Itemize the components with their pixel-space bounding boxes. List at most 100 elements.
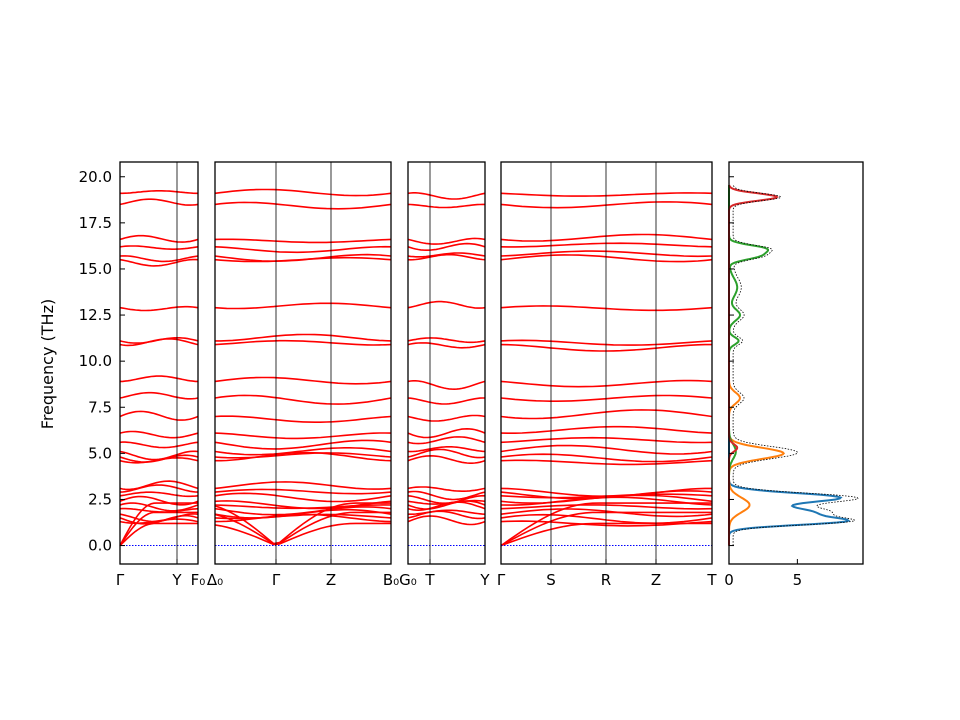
y-tick-label: 0.0 xyxy=(88,537,112,555)
band-line xyxy=(214,302,392,310)
band-line xyxy=(500,250,713,258)
y-tick-label: 17.5 xyxy=(79,214,112,232)
band-line xyxy=(500,504,713,510)
band-line xyxy=(214,488,392,495)
panel-frame xyxy=(407,161,486,565)
band-line xyxy=(214,415,392,423)
band-line xyxy=(407,300,486,309)
band-line xyxy=(407,448,486,459)
band-line xyxy=(119,391,199,400)
band-line xyxy=(119,484,199,493)
band-line xyxy=(119,338,199,347)
band-line xyxy=(214,188,392,197)
band-line xyxy=(214,339,392,346)
band-line xyxy=(407,203,485,209)
band-line xyxy=(500,522,712,547)
band-line xyxy=(407,500,486,510)
band-line xyxy=(120,375,198,383)
band-line xyxy=(119,430,199,439)
band-line xyxy=(214,238,392,244)
band-line xyxy=(119,456,199,464)
band-line xyxy=(500,242,713,248)
band-panel-1: Γ Y F₀ xyxy=(116,161,206,589)
band-line xyxy=(407,436,486,445)
band-line xyxy=(500,444,713,455)
band-line xyxy=(407,446,486,453)
band-line xyxy=(407,454,486,464)
y-tick-label: 15.0 xyxy=(79,260,112,278)
band-line xyxy=(214,201,392,210)
x-tick-label: B₀ xyxy=(383,571,399,589)
band-line xyxy=(407,501,486,512)
dos-series-3 xyxy=(728,185,769,546)
band-line xyxy=(214,432,392,440)
band-line xyxy=(214,245,392,254)
dos-x-tick-label: 0 xyxy=(724,571,734,589)
x-tick-label: T xyxy=(706,571,717,589)
band-line xyxy=(215,451,392,462)
band-line xyxy=(500,453,713,463)
band-line xyxy=(500,409,713,420)
band-line xyxy=(407,486,486,492)
band-line xyxy=(214,256,392,263)
band-line xyxy=(500,508,713,518)
band-line xyxy=(119,255,199,263)
band-line xyxy=(119,198,199,206)
y-tick-label: 10.0 xyxy=(79,352,112,370)
x-tick-label: Γ xyxy=(497,571,506,589)
band-line xyxy=(500,233,713,242)
band-line xyxy=(214,511,391,545)
dos-series-1 xyxy=(728,185,851,546)
band-line xyxy=(407,397,485,405)
x-tick-label: Y xyxy=(171,571,182,589)
band-line xyxy=(407,192,486,200)
band-line xyxy=(407,380,486,391)
band-line xyxy=(119,441,199,449)
dos-frame xyxy=(728,161,864,565)
band-line xyxy=(119,502,199,512)
x-tick-label: Δ₀ xyxy=(207,571,223,589)
band-line xyxy=(500,201,713,209)
band-line xyxy=(214,492,392,503)
x-tick-label: Y xyxy=(479,571,490,589)
band-line xyxy=(408,509,486,515)
x-tick-label: F₀ xyxy=(191,571,206,589)
y-tick-label: 7.5 xyxy=(88,398,112,416)
y-axis: 0.0 2.5 5.0 7.5 10.0 12.5 15.0 17.5 20.0 xyxy=(79,168,125,555)
band-line xyxy=(119,410,199,421)
band-line xyxy=(214,502,391,545)
band-line xyxy=(119,305,199,312)
band-line xyxy=(500,425,713,434)
y-tick-label: 2.5 xyxy=(88,490,112,508)
band-line xyxy=(214,522,391,546)
band-line xyxy=(214,481,392,490)
band-line xyxy=(500,496,713,506)
panel-frame xyxy=(119,161,199,565)
band-line xyxy=(500,459,713,466)
band-line xyxy=(407,515,486,526)
band-line xyxy=(214,439,392,450)
band-line xyxy=(500,254,713,263)
band-line xyxy=(214,447,392,456)
band-line xyxy=(214,452,392,459)
band-line xyxy=(500,502,712,547)
x-tick-label: G₀ xyxy=(399,571,417,589)
band-line xyxy=(407,414,486,422)
band-line xyxy=(215,333,392,342)
band-line xyxy=(119,511,198,547)
band-line xyxy=(214,394,392,405)
x-tick-label: Z xyxy=(326,571,336,589)
band-line xyxy=(500,394,713,402)
dos-total xyxy=(732,184,859,546)
band-line xyxy=(119,502,198,546)
band-line xyxy=(407,342,486,349)
band-line xyxy=(119,495,199,506)
band-line xyxy=(407,252,486,258)
band-line xyxy=(214,504,392,510)
band-line xyxy=(119,480,199,491)
y-tick-label: 20.0 xyxy=(79,168,112,186)
band-line xyxy=(500,379,713,388)
dos-x-tick-label: 5 xyxy=(793,571,803,589)
